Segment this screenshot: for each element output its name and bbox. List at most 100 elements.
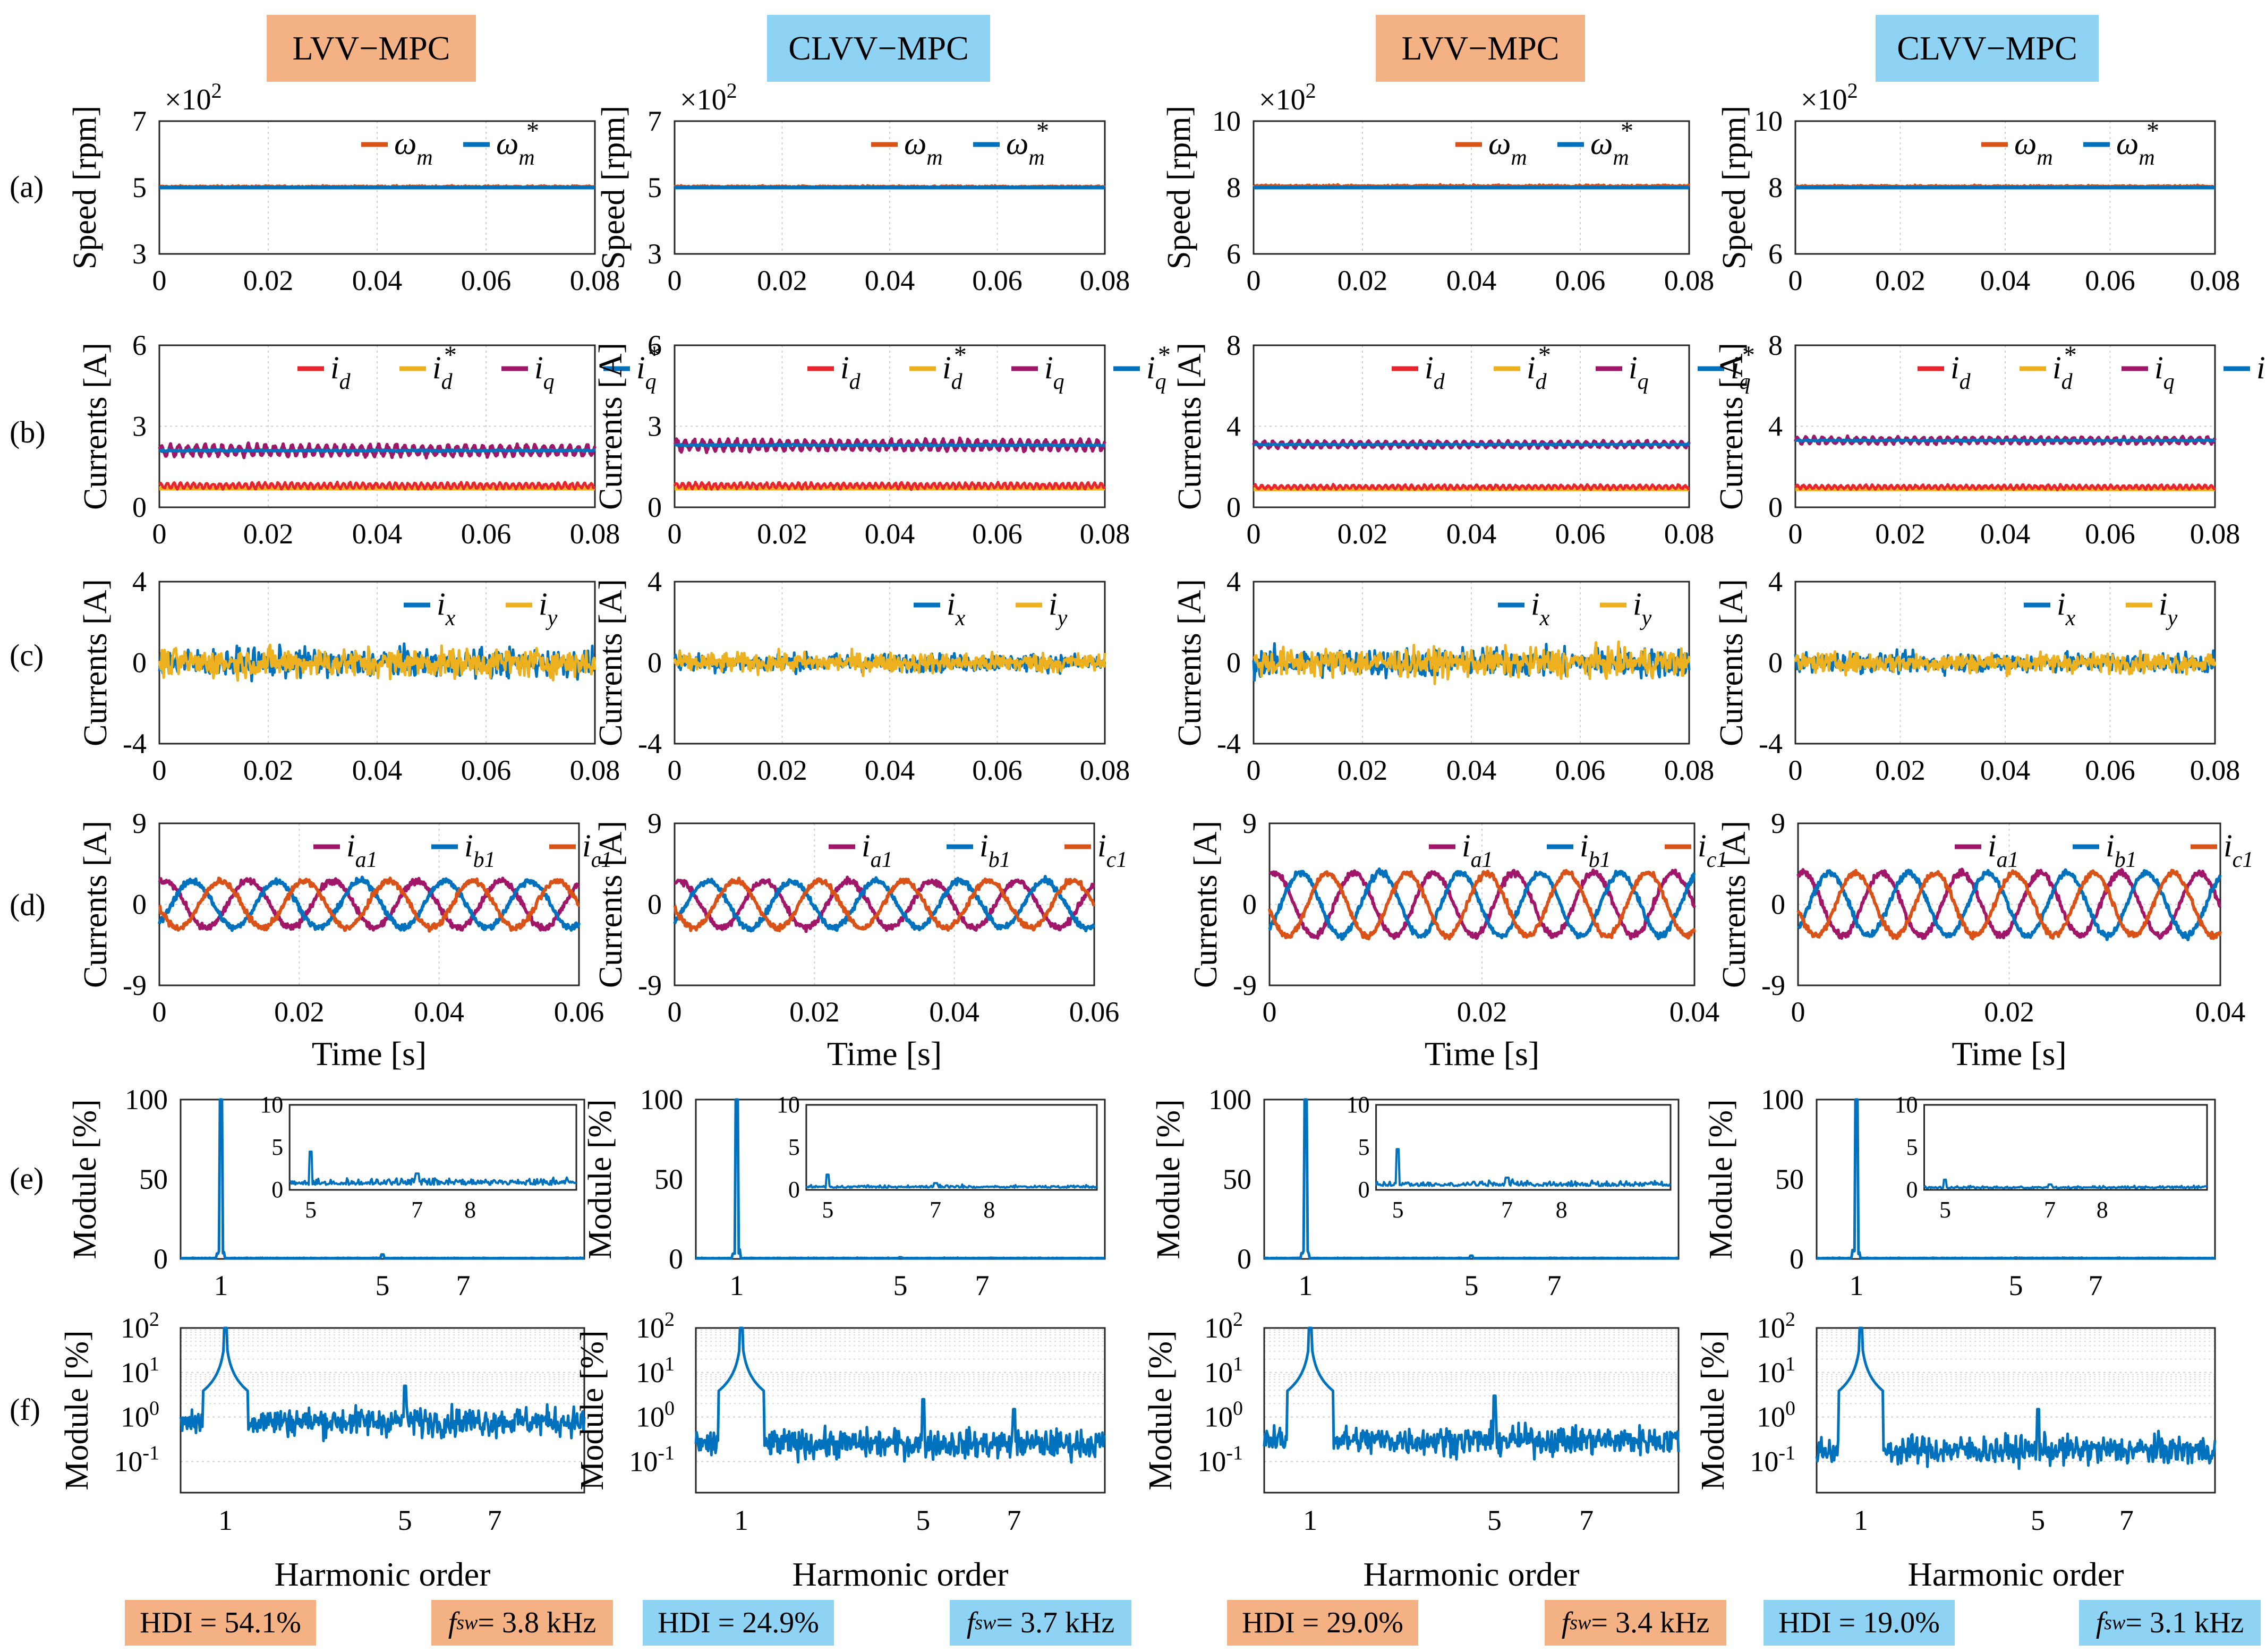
x-tick-label: 1 — [734, 1504, 748, 1536]
y-tick-label: 100 — [1761, 1084, 1804, 1115]
spectrum-log-line — [694, 1326, 1106, 1464]
y-tick-label: 0 — [1226, 647, 1241, 679]
phase-y-label: Currents [A] — [1716, 821, 1752, 988]
legend-label: ωm* — [1590, 117, 1632, 170]
y-tick-label: 9 — [132, 807, 147, 839]
x-tick-label: 0.06 — [972, 754, 1023, 786]
legend-label: id — [330, 350, 351, 394]
x-tick-label: 0.08 — [1080, 518, 1130, 550]
y-tick-label: 0 — [1237, 1243, 1251, 1275]
x-tick-label: 0 — [152, 518, 167, 550]
series-i-c1 — [1796, 868, 2222, 941]
x-tick-label: 0.06 — [461, 518, 512, 550]
inset-y-tick: 5 — [271, 1134, 283, 1160]
x-tick-label: 0.04 — [929, 996, 979, 1028]
speed-y-label: Speed [rpm] — [595, 106, 632, 269]
legend-label: id — [840, 350, 861, 394]
fsw-symbol: f — [2095, 1606, 2105, 1639]
speed-axes-1: ωm ωm* — [158, 117, 596, 255]
spectrum-log-y-label: Module [%] — [1695, 1330, 1731, 1490]
plots-svg: ωm ωm* 0 0.02 0.04 0.06 0.08 3 5 7 ×102 Speed [rpm]… — [59, 79, 2266, 1593]
series-iq-ref — [1253, 442, 1690, 447]
y-tick-label: 4 — [648, 566, 662, 598]
y-tick-label: 0 — [648, 491, 662, 523]
exponent-label: ×102 — [680, 79, 737, 116]
axes-frame — [158, 344, 596, 508]
phase-y-label: Currents [A] — [78, 821, 114, 988]
legend-label: ωm* — [2116, 117, 2158, 170]
x-tick-label: 1 — [1299, 1270, 1313, 1301]
x-tick-label: 0.02 — [1457, 996, 1507, 1028]
x-tick-label: 0 — [1247, 518, 1261, 550]
y-tick-label: -9 — [1233, 969, 1257, 1001]
legend-label: ic1 — [1698, 828, 1727, 872]
x-tick-label: 1 — [1854, 1504, 1868, 1536]
harmonic-x-label: Harmonic order — [275, 1555, 491, 1593]
y-tick-label: 102 — [636, 1308, 675, 1344]
series-i-c1 — [673, 876, 1095, 932]
legend-label: iy — [539, 586, 558, 631]
legend-label: ix — [2057, 586, 2076, 631]
inset-spectrum-line — [1923, 1178, 2208, 1189]
x-tick-label: 5 — [1487, 1504, 1502, 1536]
xy-y-label: Currents [A] — [1172, 579, 1208, 746]
fsw-symbol: f — [448, 1606, 457, 1639]
spectrum-line — [1816, 1098, 2216, 1260]
legend-label: ic1 — [582, 828, 612, 872]
spectrum-lin-axes-3 — [1263, 1098, 1680, 1260]
time-x-label: Time [s] — [1425, 1035, 1539, 1072]
footer-fsw-4: f sw = 3.1 kHz — [2079, 1600, 2261, 1646]
inset-y-tick: 0 — [1358, 1177, 1370, 1203]
legend-label: iy — [1049, 586, 1068, 631]
legend-label: iq* — [1731, 341, 1754, 394]
legend-label: ωm — [394, 126, 433, 170]
y-tick-label: 8 — [1768, 172, 1783, 203]
x-tick-label: 7 — [456, 1270, 471, 1301]
series-iq-ref — [674, 442, 1106, 448]
x-tick-label: 5 — [2009, 1270, 2023, 1301]
x-tick-label: 0.02 — [274, 996, 325, 1028]
inset-y-tick: 0 — [788, 1177, 800, 1203]
y-tick-label: -4 — [123, 728, 147, 760]
inset-x-tick: 7 — [411, 1197, 423, 1223]
inset-x-tick: 8 — [1556, 1197, 1568, 1223]
y-tick-label: 0 — [132, 491, 147, 523]
x-tick-label: 0.08 — [1080, 754, 1130, 786]
x-tick-label: 0.02 — [243, 265, 294, 296]
inset-x-tick: 5 — [1939, 1197, 1951, 1223]
y-tick-label: 6 — [648, 329, 662, 361]
spectrum-line — [1264, 1098, 1679, 1260]
x-tick-label: 0.08 — [1080, 265, 1130, 296]
inset-x-tick: 5 — [822, 1197, 833, 1223]
legend-label: iq* — [1146, 341, 1170, 394]
y-tick-label: 9 — [648, 807, 662, 839]
dq-axes-1: id id* iq iq* — [158, 341, 660, 508]
fsw-sub: sw — [975, 1612, 996, 1634]
axes-frame — [695, 1099, 1106, 1260]
x-tick-label: 0.04 — [2195, 996, 2246, 1028]
x-tick-label: 0.02 — [1338, 518, 1388, 550]
x-tick-label: 7 — [975, 1270, 990, 1301]
x-tick-label: 5 — [398, 1504, 412, 1536]
row-label-a: (a) — [10, 169, 44, 204]
spectrum-inset — [1923, 1104, 2208, 1191]
legend-label: ic1 — [1097, 828, 1127, 872]
legend-label: iq — [2154, 350, 2175, 394]
y-tick-label: 8 — [1768, 329, 1783, 361]
x-tick-label: 0.02 — [243, 518, 294, 550]
speed-y-label: Speed [rpm] — [1716, 106, 1752, 269]
y-tick-label: -9 — [1761, 969, 1785, 1001]
x-tick-label: 0.08 — [2190, 265, 2241, 296]
axes-frame — [180, 1099, 585, 1260]
y-tick-label: -9 — [123, 969, 147, 1001]
spectrum-log-line — [1815, 1326, 2217, 1470]
row-label-f: (f) — [10, 1392, 40, 1427]
xy-y-label: Currents [A] — [593, 579, 629, 746]
y-tick-label: 100 — [636, 1398, 675, 1433]
y-tick-label: 5 — [132, 172, 147, 203]
axes-frame — [1263, 1099, 1680, 1260]
header-col-2: CLVV−MPC — [767, 15, 990, 82]
x-tick-label: 0 — [1791, 996, 1805, 1028]
legend-label: id* — [942, 341, 966, 394]
y-tick-label: 101 — [1757, 1353, 1795, 1389]
